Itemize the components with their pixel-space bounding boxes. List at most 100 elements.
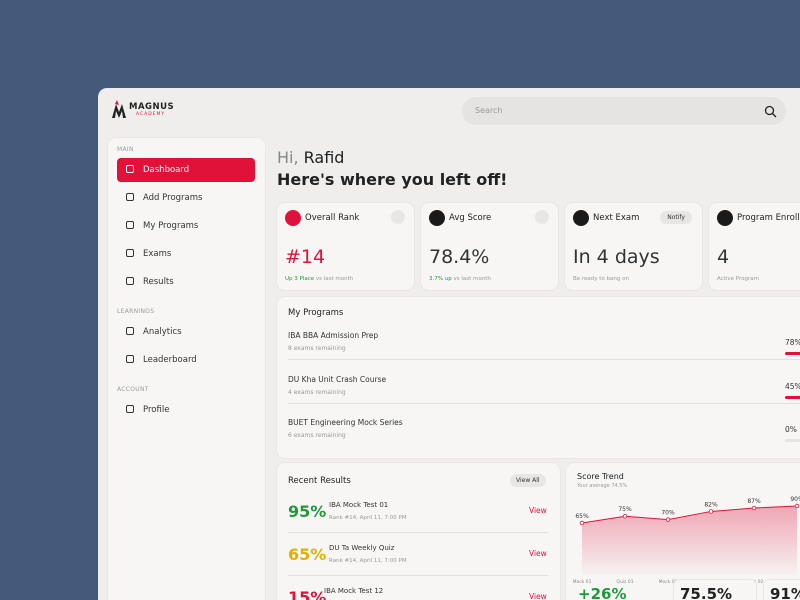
trend-point [751,505,757,511]
stat-card: Next Exam Notify In 4 days Be ready to bang… [565,203,702,290]
nav-icon [126,193,134,201]
stat-badge[interactable]: Notify [660,211,692,224]
nav-item[interactable]: Analytics [117,320,255,344]
summary-box [764,580,800,600]
stat-note-text: vs last month [453,276,491,282]
nav-item[interactable]: Dashboard [117,158,255,182]
panel-title: Score Trend [577,472,624,481]
divider [288,575,548,576]
nav-item[interactable]: Exams [117,242,255,266]
stat-note-text: Active Program [717,276,759,282]
program-progress-label: 78% [785,338,800,347]
stat-icon [717,210,733,226]
nav-icon [126,355,134,363]
result-meta: Rank #14, April 11, 7:00 PM [329,558,407,564]
program-name: IBA BBA Admission Prep [288,331,379,340]
stat-icon [285,210,301,226]
stat-icon [429,210,445,226]
program-remaining: 6 exams remaining [288,432,346,439]
nav-item[interactable]: Add Programs [117,186,255,210]
program-name: BUET Engineering Mock Series [288,418,403,427]
nav-icon [126,249,134,257]
sidebar: MAIN Dashboard Add Programs My Programs Exam… [108,138,265,600]
progress-fill [785,395,800,399]
stat-value: #14 [285,246,326,268]
nav-label: Results [143,277,174,287]
trend-area [582,506,797,575]
result-name: DU Ta Weekly Quiz [329,544,395,552]
nav-label: My Programs [143,221,199,231]
progress-track [785,439,800,442]
logo: MAGNUS ACADEMY [110,98,174,124]
expand-icon[interactable] [535,210,549,224]
section-heading: LEARNINGS [117,308,155,315]
nav-icon [126,165,134,173]
greeting-name: Rafid [303,148,345,167]
trend-point [665,517,671,522]
expand-icon[interactable] [391,210,405,224]
stat-note-highlight: 3.7% up [429,276,452,282]
view-all-button[interactable]: View All [510,474,546,487]
stat-card: Overall Rank #14 Up 3 Place vs last month [277,203,414,290]
trend-point [708,509,714,514]
app-window: MAGNUS ACADEMY Search MAIN Dashboard Add P… [98,88,800,600]
greeting: Hi, Rafid [277,148,344,167]
result-view-link[interactable]: View [529,506,547,515]
score-trend-panel: Score Trend Your average 74.5% 65% Mock 01 7… [566,463,800,600]
stat-title: Overall Rank [305,213,360,223]
summary-value: +26% [578,585,627,600]
nav-icon [126,405,134,413]
trend-value-label: 65% [575,513,589,520]
search-bar[interactable]: Search [462,97,786,125]
logo-name: MAGNUS [129,102,175,112]
nav-icon [126,327,134,335]
trend-value-label: 90% [790,496,800,503]
greeting-subtitle: Here's where you left off! [277,170,508,189]
greeting-hi: Hi, [277,148,299,167]
search-icon[interactable] [764,105,777,118]
panel-title: Recent Results [288,476,351,486]
panel-subtitle: Your average 74.5% [577,483,628,489]
result-score: 95% [288,502,327,521]
divider [288,532,548,533]
trend-value-label: 70% [661,510,675,517]
stat-note: Be ready to bang on [573,276,629,282]
stat-value: In 4 days [573,246,660,268]
trend-category-label: Mock 01 [659,579,678,585]
logo-mark [112,100,126,118]
divider [288,359,800,360]
section-heading: ACCOUNT [117,386,149,393]
stat-title: Next Exam [593,213,640,223]
summary-box [674,580,756,600]
trend-value-label: 87% [747,498,761,505]
nav-item[interactable]: My Programs [117,214,255,238]
nav-label: Analytics [143,327,182,337]
stat-value: 4 [717,246,730,268]
nav-item[interactable]: Leaderboard [117,348,255,372]
progress-track [785,352,800,355]
result-name: IBA Mock Test 12 [324,587,384,595]
result-view-link[interactable]: View [529,549,547,558]
stat-note: 3.7% up vs last month [429,276,491,282]
program-remaining: 4 exams remaining [288,388,346,396]
recent-results-panel: Recent Results View All 95% IBA Mock Test 0… [277,463,560,600]
stat-note: Active Program [717,276,759,282]
nav-icon [126,277,134,285]
result-view-link[interactable]: View [529,592,547,600]
stat-card: Avg Score 78.4% 3.7% up vs last month [421,203,558,290]
trend-line [581,505,798,524]
nav-item[interactable]: Profile [117,398,255,422]
stat-icon [573,210,589,226]
nav-item[interactable]: Results [117,270,255,294]
summary-value: 75.5% [680,585,733,600]
progress-track [785,395,800,399]
result-score: 15% [288,588,327,600]
section-heading: MAIN [117,146,134,153]
nav-label: Profile [143,405,170,415]
stat-value: 78.4% [429,246,490,268]
nav-icon [126,221,134,229]
trend-point [622,514,628,519]
result-meta: Rank #14, April 11, 7:00 PM [329,515,407,521]
